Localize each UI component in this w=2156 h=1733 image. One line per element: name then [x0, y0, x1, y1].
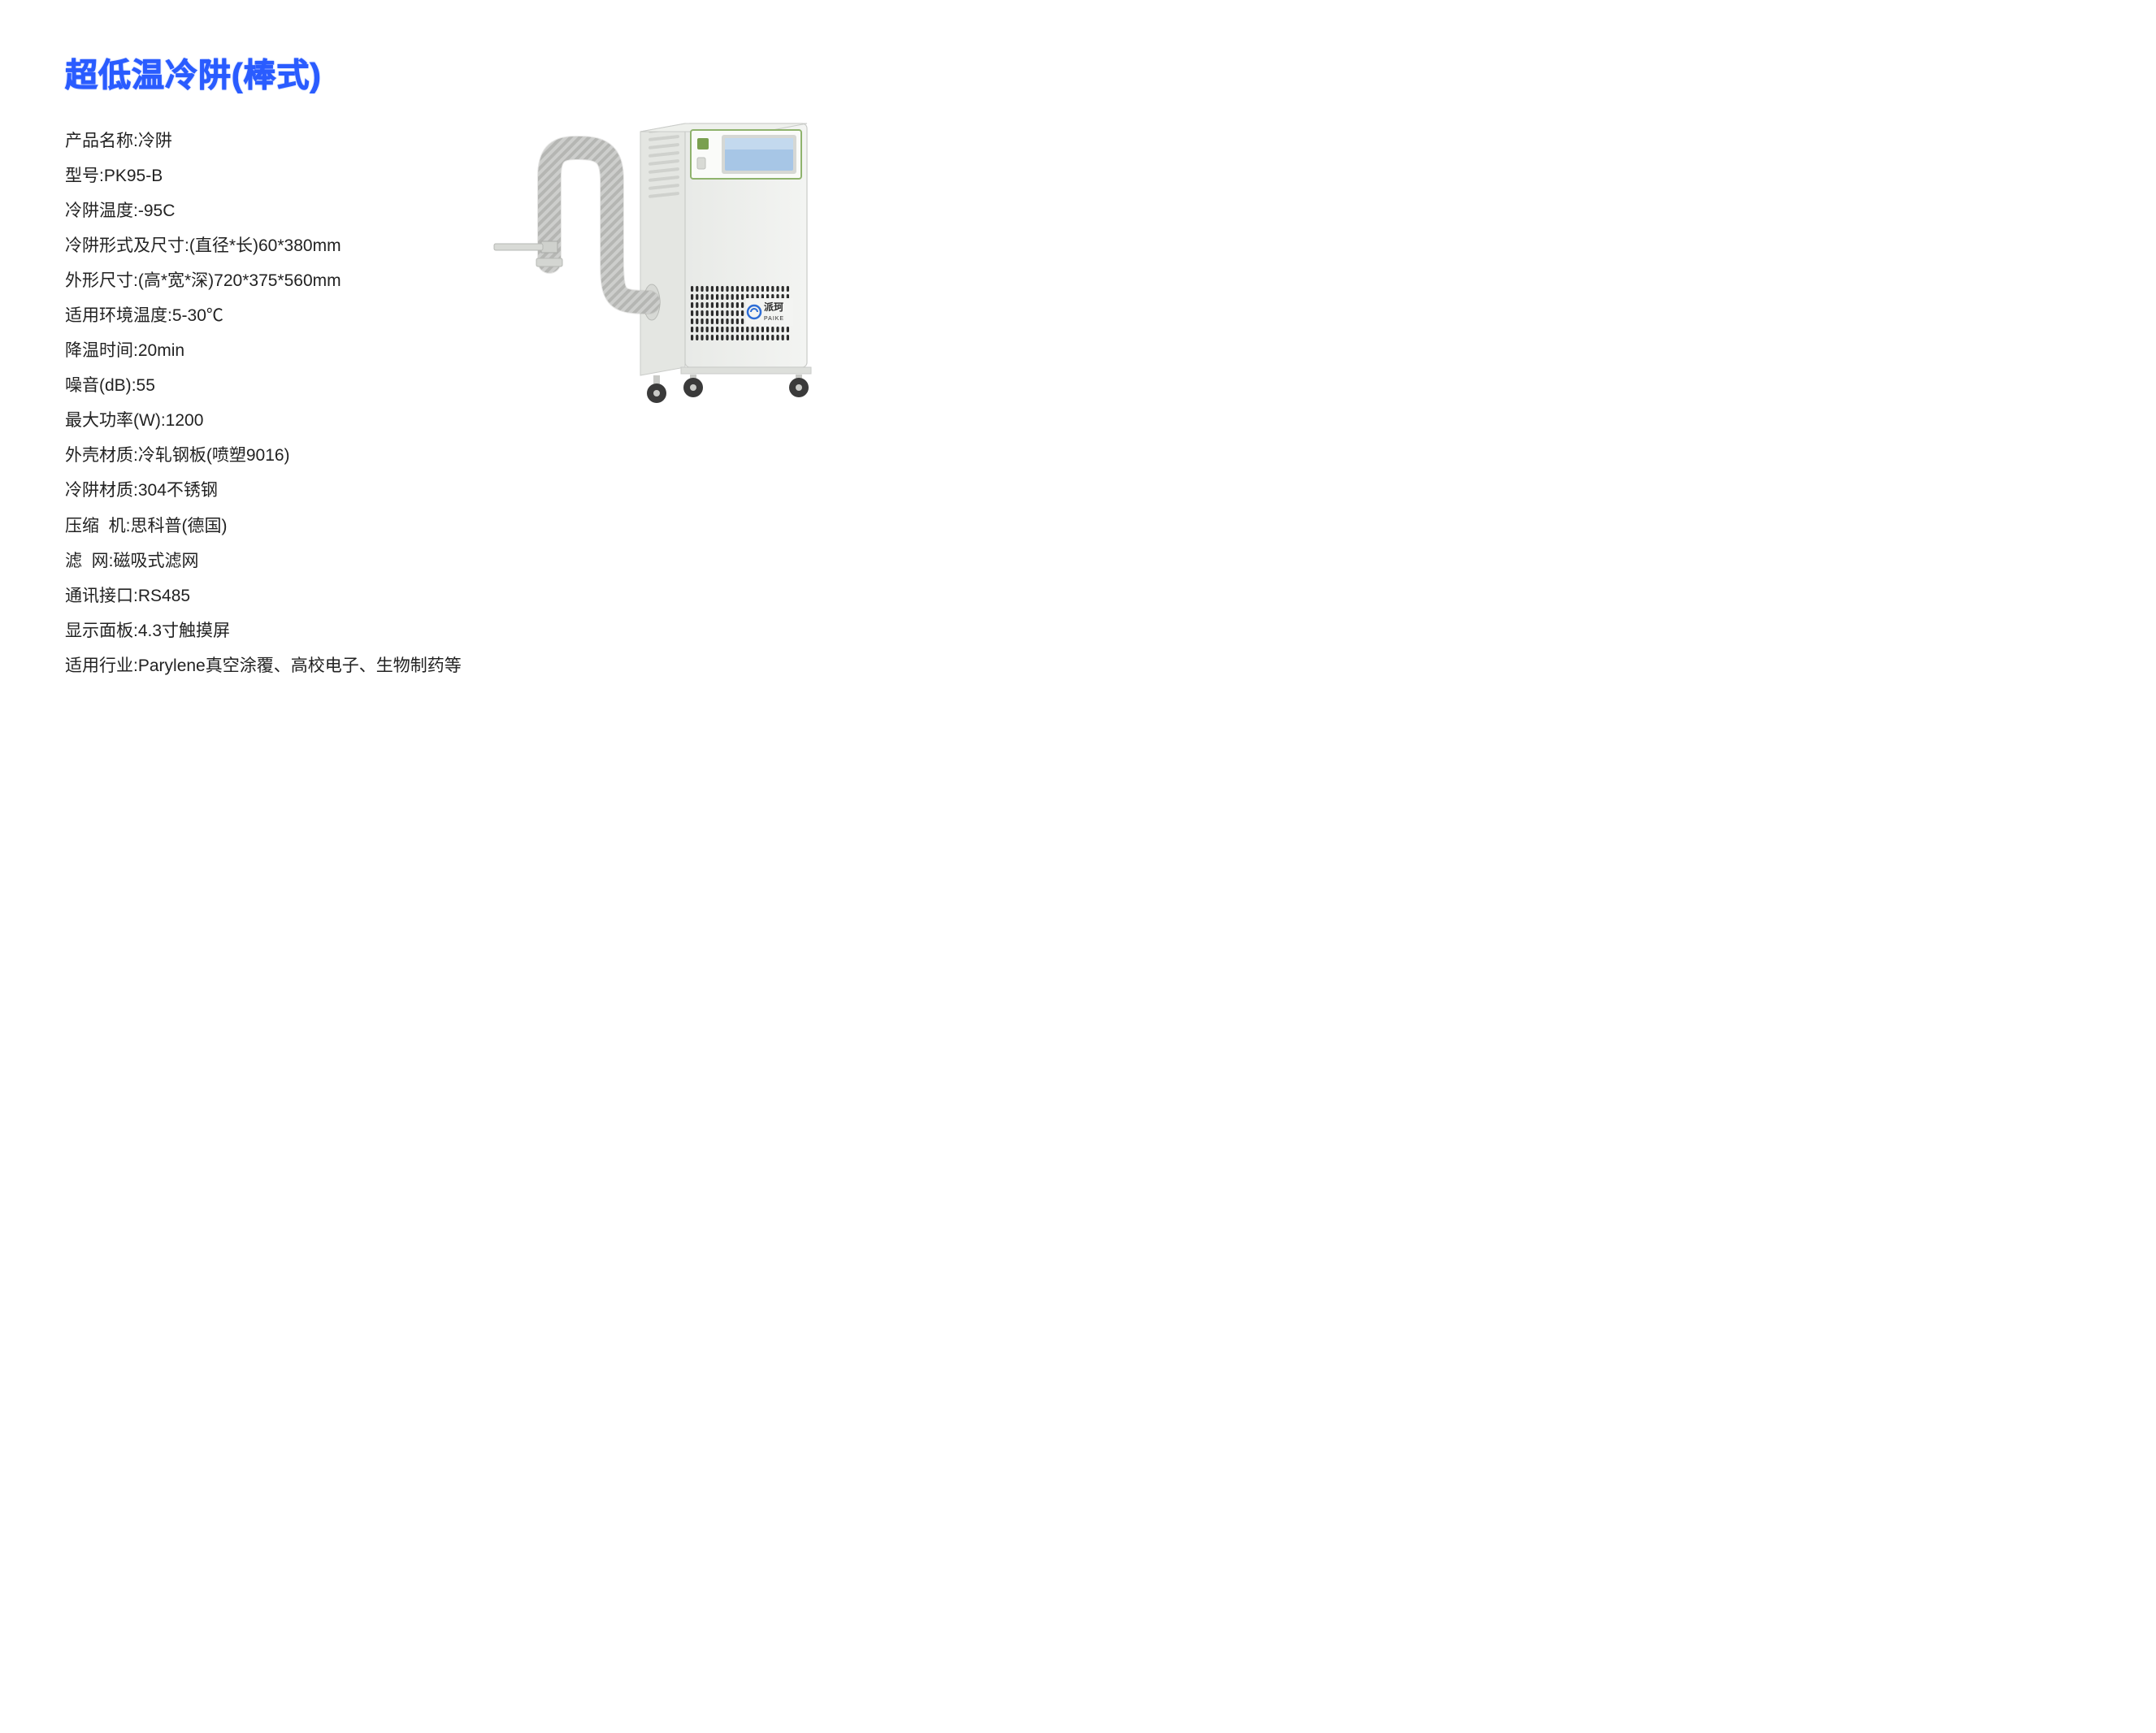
spec-label: 外壳材质: [65, 446, 133, 465]
spec-label: 降温时间: [65, 341, 133, 360]
spec-row: 通讯接口:RS485: [65, 578, 462, 613]
spec-label: 噪音(dB): [65, 376, 132, 395]
spec-label: 冷阱材质: [65, 481, 133, 500]
spec-value: 磁吸式滤网: [114, 552, 199, 570]
spec-label: 滤 网: [65, 552, 109, 570]
spec-row: 滤 网:磁吸式滤网: [65, 544, 462, 578]
spec-value: Parylene真空涂覆、高校电子、生物制药等: [138, 656, 462, 675]
spec-value: (高*宽*深)720*375*560mm: [138, 271, 341, 290]
spec-row: 降温时间:20min: [65, 333, 462, 368]
specs-list: 产品名称:冷阱型号:PK95-B冷阱温度:-95C冷阱形式及尺寸:(直径*长)6…: [65, 123, 462, 683]
spec-row: 外壳材质:冷轧钢板(喷塑9016): [65, 438, 462, 473]
spec-row: 显示面板:4.3寸触摸屏: [65, 613, 462, 648]
svg-text:PAIKE: PAIKE: [764, 316, 784, 322]
spec-row: 外形尺寸:(高*宽*深)720*375*560mm: [65, 263, 462, 298]
spec-value: 冷阱: [138, 132, 172, 150]
spec-label: 压缩 机: [65, 517, 126, 535]
spec-label: 产品名称: [65, 132, 133, 150]
spec-row: 冷阱温度:-95C: [65, 193, 462, 228]
content-row: 产品名称:冷阱型号:PK95-B冷阱温度:-95C冷阱形式及尺寸:(直径*长)6…: [65, 123, 813, 683]
spec-value: 1200: [166, 411, 204, 430]
svg-text:派珂: 派珂: [764, 301, 783, 313]
spec-label: 适用行业: [65, 656, 133, 675]
spec-value: 4.3寸触摸屏: [138, 622, 230, 640]
spec-row: 适用环境温度:5-30℃: [65, 298, 462, 333]
spec-value: -95C: [138, 201, 176, 220]
spec-row: 冷阱材质:304不锈钢: [65, 473, 462, 508]
spec-row: 噪音(dB):55: [65, 368, 462, 403]
spec-value: 思科普(德国): [131, 517, 228, 535]
spec-value: 5-30℃: [172, 306, 223, 325]
spec-value: 20min: [138, 341, 184, 360]
spec-label: 适用环境温度: [65, 306, 167, 325]
spec-label: 外形尺寸: [65, 271, 133, 290]
spec-value: PK95-B: [104, 167, 163, 185]
spec-row: 最大功率(W):1200: [65, 403, 462, 438]
product-image: 派珂 PAIKE: [478, 99, 819, 424]
spec-value: 55: [137, 376, 155, 395]
spec-value: 冷轧钢板(喷塑9016): [138, 446, 290, 465]
spec-label: 显示面板: [65, 622, 133, 640]
spec-row: 型号:PK95-B: [65, 158, 462, 193]
spec-label: 冷阱形式及尺寸: [65, 236, 184, 255]
spec-row: 压缩 机:思科普(德国): [65, 509, 462, 544]
spec-row: 冷阱形式及尺寸:(直径*长)60*380mm: [65, 228, 462, 263]
spec-label: 冷阱温度: [65, 201, 133, 220]
spec-label: 最大功率(W): [65, 411, 161, 430]
spec-value: 304不锈钢: [138, 481, 218, 500]
spec-row: 适用行业:Parylene真空涂覆、高校电子、生物制药等: [65, 648, 462, 683]
spec-value: (直径*长)60*380mm: [189, 236, 341, 255]
spec-label: 型号: [65, 167, 99, 185]
spec-row: 产品名称:冷阱: [65, 123, 462, 158]
spec-value: RS485: [138, 587, 190, 605]
spec-label: 通讯接口: [65, 587, 133, 605]
page-title: 超低温冷阱(棒式): [65, 49, 813, 96]
